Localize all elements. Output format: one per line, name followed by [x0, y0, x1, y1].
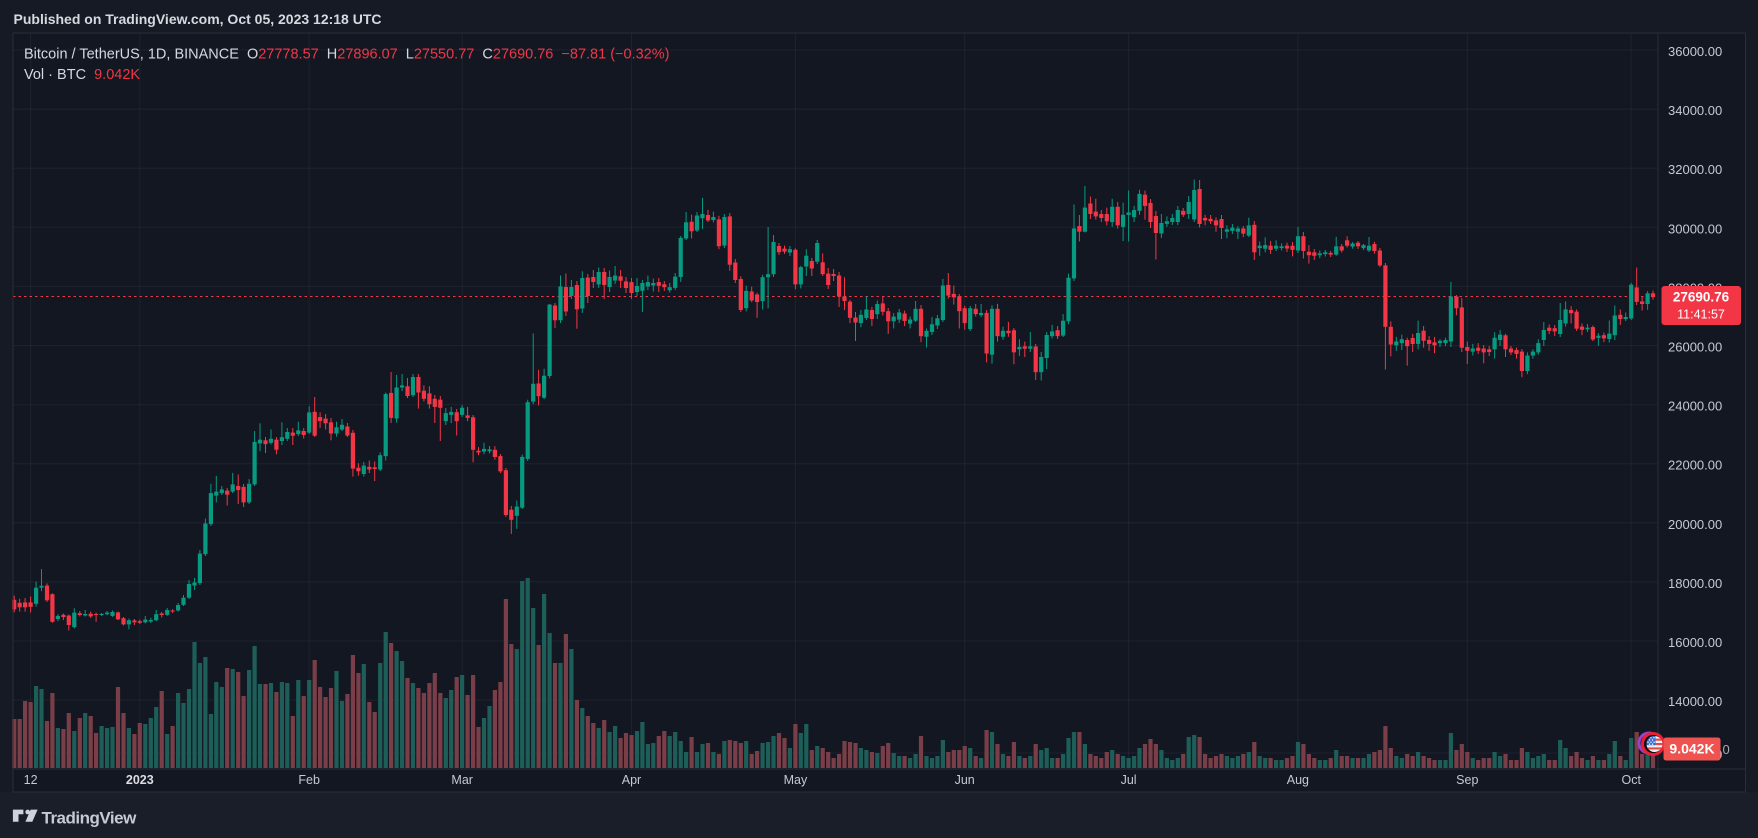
svg-text:34000.00: 34000.00: [1668, 103, 1722, 118]
svg-text:Aug: Aug: [1287, 773, 1309, 787]
svg-text:16000.00: 16000.00: [1668, 635, 1722, 650]
svg-text:11:41:57: 11:41:57: [1677, 308, 1725, 322]
svg-text:36000.00: 36000.00: [1668, 44, 1722, 59]
svg-text:18000.00: 18000.00: [1668, 576, 1722, 591]
svg-text:12: 12: [24, 773, 38, 787]
svg-text:27690.76: 27690.76: [1673, 290, 1730, 305]
svg-text:Published on TradingView.com,: Published on TradingView.com, Oct 05, 20…: [14, 11, 382, 27]
svg-text:30000.00: 30000.00: [1668, 221, 1722, 236]
svg-text:26000.00: 26000.00: [1668, 340, 1722, 355]
svg-text:May: May: [784, 773, 808, 787]
svg-text:Sep: Sep: [1456, 773, 1478, 787]
svg-text:Mar: Mar: [451, 773, 473, 787]
svg-text:32000.00: 32000.00: [1668, 162, 1722, 177]
svg-text:20000.00: 20000.00: [1668, 517, 1722, 532]
svg-text:Apr: Apr: [622, 773, 641, 787]
svg-text:TradingView: TradingView: [42, 809, 138, 828]
svg-text:14000.00: 14000.00: [1668, 694, 1722, 709]
svg-text:Oct: Oct: [1621, 773, 1641, 787]
svg-text:0: 0: [1723, 742, 1730, 757]
svg-text:Bitcoin / TetherUS, 1D, BINANC: Bitcoin / TetherUS, 1D, BINANCE O27778.5…: [24, 47, 669, 63]
svg-text:22000.00: 22000.00: [1668, 458, 1722, 473]
svg-text:Vol · BTC 9.042K: Vol · BTC 9.042K: [24, 67, 140, 83]
svg-text:Feb: Feb: [298, 773, 320, 787]
svg-text:24000.00: 24000.00: [1668, 399, 1722, 414]
svg-text:Jun: Jun: [955, 773, 975, 787]
svg-text:2023: 2023: [126, 773, 154, 787]
svg-text:9.042K: 9.042K: [1669, 741, 1714, 757]
svg-text:Jul: Jul: [1121, 773, 1137, 787]
